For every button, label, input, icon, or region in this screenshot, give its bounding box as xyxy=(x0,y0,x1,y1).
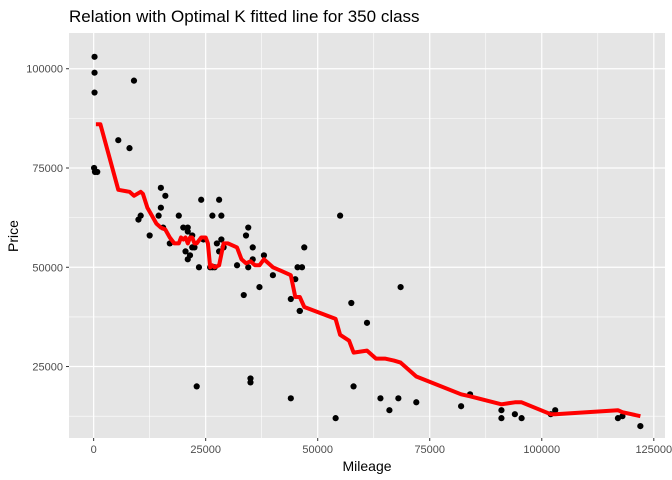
data-point xyxy=(247,375,254,382)
y-axis-ticks: 25000 50000 75000 100000 xyxy=(26,64,69,374)
data-point xyxy=(162,192,169,199)
data-point xyxy=(337,212,344,219)
y-tick-label: 100000 xyxy=(26,64,63,76)
data-point xyxy=(348,299,355,307)
data-point xyxy=(209,212,216,219)
x-tick-label: 75000 xyxy=(414,444,445,456)
x-tick-label: 125000 xyxy=(635,444,672,456)
data-point xyxy=(91,89,98,96)
data-point xyxy=(126,145,133,152)
data-point xyxy=(287,395,294,402)
data-point xyxy=(180,224,187,231)
data-point xyxy=(619,413,626,420)
data-point xyxy=(157,204,164,211)
data-point xyxy=(218,212,225,219)
data-point xyxy=(175,212,182,219)
data-point xyxy=(332,415,339,422)
x-tick-label: 50000 xyxy=(302,444,333,456)
data-point xyxy=(249,244,256,251)
data-point xyxy=(186,252,194,259)
x-tick-label: 0 xyxy=(91,444,97,456)
y-tick-label: 25000 xyxy=(32,362,63,374)
data-point xyxy=(377,395,384,402)
data-point xyxy=(287,295,294,303)
data-point xyxy=(182,248,189,255)
fitted-line-layer xyxy=(95,122,641,419)
data-point xyxy=(193,383,200,390)
data-point xyxy=(218,236,225,243)
data-point xyxy=(157,184,164,191)
y-tick-label: 50000 xyxy=(32,262,63,274)
data-point xyxy=(91,53,98,60)
data-point xyxy=(245,224,252,231)
data-point xyxy=(191,244,198,251)
data-point xyxy=(146,232,153,239)
data-point xyxy=(301,244,308,251)
data-point xyxy=(386,407,393,414)
data-point xyxy=(233,262,241,269)
data-point xyxy=(395,395,402,402)
data-point xyxy=(213,240,220,247)
x-tick-label: 25000 xyxy=(190,444,221,456)
data-point xyxy=(198,196,205,203)
data-point xyxy=(413,399,420,406)
data-point xyxy=(498,415,505,422)
data-point xyxy=(458,403,465,410)
data-point xyxy=(216,196,223,203)
plot-panel xyxy=(69,33,665,438)
data-point xyxy=(242,232,250,239)
y-axis-title: Price xyxy=(5,220,21,252)
x-tick-label: 100000 xyxy=(523,444,560,456)
data-point xyxy=(298,264,306,271)
data-point xyxy=(397,284,404,291)
data-point xyxy=(256,284,263,291)
data-point xyxy=(195,264,203,271)
x-axis-title: Mileage xyxy=(342,458,391,474)
data-point xyxy=(130,77,138,84)
data-point xyxy=(269,272,276,279)
data-point xyxy=(240,291,247,299)
data-point xyxy=(518,415,525,422)
data-point xyxy=(511,411,518,418)
data-point xyxy=(552,407,559,414)
data-point xyxy=(260,252,268,259)
data-point xyxy=(245,264,252,271)
fitted-line xyxy=(95,122,641,419)
data-point xyxy=(363,319,371,326)
data-point xyxy=(498,407,505,414)
chart-title: Relation with Optimal K fitted line for … xyxy=(69,7,420,26)
data-point xyxy=(137,212,144,219)
data-point xyxy=(115,137,122,144)
x-axis-ticks: 0 25000 50000 75000 100000 125000 xyxy=(91,438,672,456)
data-point xyxy=(296,307,303,315)
data-point xyxy=(155,212,162,219)
data-point xyxy=(294,264,301,271)
y-tick-label: 75000 xyxy=(32,163,63,175)
grid-major xyxy=(69,33,665,438)
data-point xyxy=(637,422,644,430)
data-point xyxy=(184,224,191,231)
grid-minor xyxy=(69,33,665,438)
data-point xyxy=(91,69,98,76)
data-point xyxy=(94,168,101,176)
data-point xyxy=(350,383,357,390)
